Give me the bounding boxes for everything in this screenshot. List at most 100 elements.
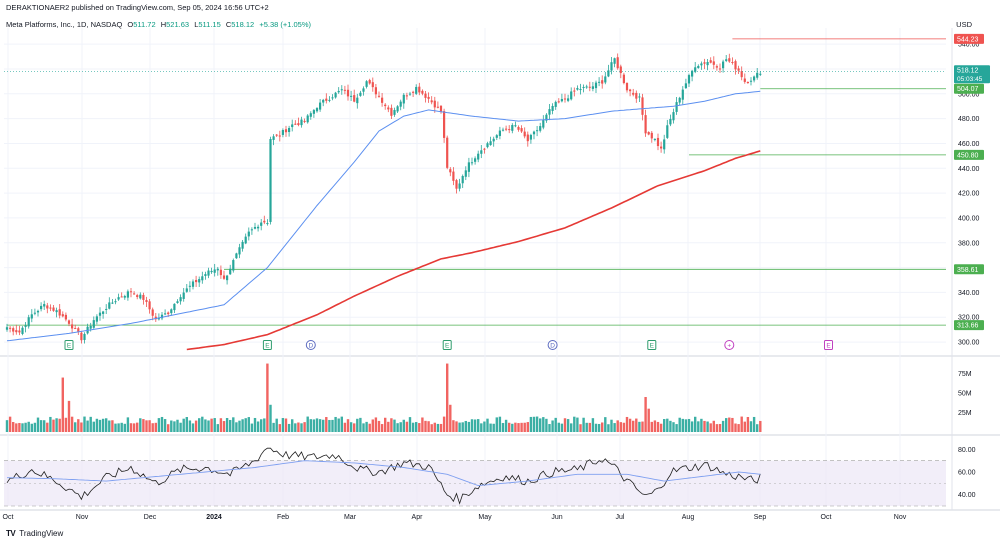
candle-body [219, 269, 222, 276]
volume-bar [182, 418, 185, 432]
candle-body [501, 129, 505, 131]
candle-body [167, 312, 170, 315]
volume-bar [408, 417, 412, 432]
candle-body [737, 68, 740, 71]
volume-bar [433, 422, 436, 432]
volume-bar [201, 416, 204, 432]
volume-bar [70, 416, 74, 432]
volume-bar [709, 423, 712, 432]
volume-bar [570, 423, 573, 432]
price-axis-tick-label: 320.00 [958, 315, 980, 322]
volume-bar [331, 419, 334, 432]
volume-bar [306, 416, 309, 432]
candle-body [105, 308, 108, 310]
candle-body [148, 301, 151, 310]
candle-body [483, 148, 486, 150]
volume-bar [619, 422, 622, 432]
candle-body [412, 91, 415, 93]
volume-bar [666, 418, 669, 432]
candle-body [477, 153, 480, 160]
ohlc-high-label: H [160, 20, 167, 29]
volume-bar [551, 420, 554, 432]
volume-bar [663, 419, 666, 432]
candle-body [319, 102, 322, 110]
volume-bar [489, 423, 492, 432]
volume-bar [532, 416, 536, 432]
candle-body [356, 97, 359, 104]
candle-body [415, 86, 418, 94]
moving-average-200-line [186, 150, 761, 351]
volume-bar [129, 423, 133, 432]
volume-bar [281, 418, 285, 432]
ohlc-open-value: 511.72 [133, 20, 156, 29]
volume-bar [269, 404, 272, 432]
candle-body [275, 134, 278, 136]
volume-bar [473, 419, 477, 432]
candle-body [300, 119, 303, 126]
candle-body [384, 104, 387, 107]
volume-bar [514, 422, 517, 432]
volume-bar [238, 420, 241, 432]
volume-bar [204, 419, 207, 432]
candle-body [725, 59, 728, 61]
candle-body [715, 66, 718, 68]
volume-bar [55, 418, 58, 432]
candle-body [309, 113, 312, 117]
earnings-marker-icon [262, 340, 272, 350]
candle-body [650, 132, 653, 139]
candle-body [129, 291, 133, 293]
candle-body [343, 89, 346, 91]
volume-bar [526, 422, 529, 432]
volume-bar [535, 416, 539, 432]
candle-body [315, 108, 319, 112]
ohlc-change-value: +5.38 (+1.05%) [259, 20, 312, 29]
rsi-axis-tick-label: 60.00 [958, 470, 976, 477]
candle-body [325, 98, 328, 101]
candle-body [486, 143, 489, 148]
candle-body [703, 62, 706, 64]
time-axis-label: May [478, 514, 492, 521]
volume-bar [573, 416, 576, 432]
candle-body [604, 76, 607, 83]
candle-body [185, 288, 188, 292]
candle-body [402, 94, 405, 104]
candle-body [226, 275, 229, 281]
volume-bar [260, 419, 263, 432]
volume-bar [244, 418, 247, 432]
tradingview-logo-icon: TV [6, 529, 16, 538]
volume-bar [353, 423, 356, 432]
candle-body [718, 68, 722, 70]
volume-bar [529, 416, 533, 432]
volume-bar [83, 416, 86, 432]
candle-body [570, 91, 573, 100]
candle-body [629, 89, 632, 92]
candle-body [117, 297, 120, 300]
time-axis-label: 2024 [206, 514, 222, 521]
volume-bar [247, 417, 250, 432]
candle-body [656, 137, 660, 147]
volume-bar [446, 363, 449, 432]
candle-body [452, 171, 455, 181]
candle-body [207, 270, 210, 276]
candle-body [449, 169, 452, 173]
volume-bar [610, 419, 613, 432]
volume-bar [653, 420, 657, 432]
ohlc-low-value: 511.15 [198, 20, 221, 29]
candle-body [284, 129, 288, 133]
volume-bar [300, 423, 303, 432]
volume-bar [157, 418, 161, 432]
candle-body [365, 81, 368, 87]
event-marker-label: + [727, 343, 731, 350]
volume-bar [712, 420, 715, 432]
candle-body [133, 293, 136, 295]
volume-bar [594, 423, 598, 432]
candle-body [306, 115, 309, 123]
volume-bar [749, 421, 753, 432]
candle-body [30, 314, 33, 319]
time-axis-label: Dec [144, 514, 157, 521]
candle-body [98, 312, 102, 316]
currency-label[interactable]: USD [956, 20, 972, 29]
volume-bar [64, 417, 68, 432]
volume-bar [731, 417, 734, 432]
